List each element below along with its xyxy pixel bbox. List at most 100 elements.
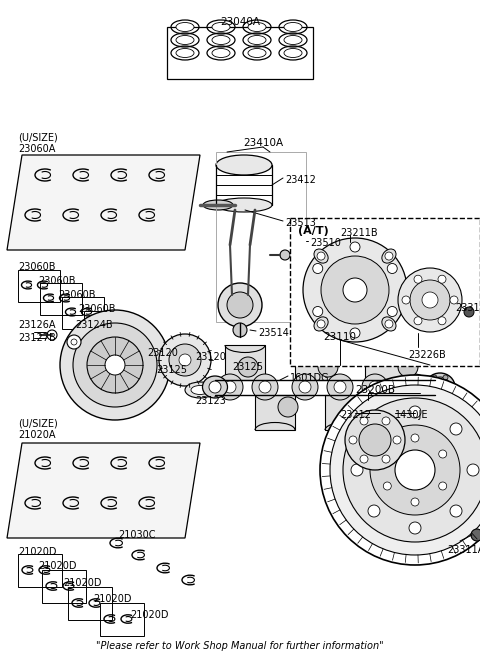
Circle shape — [450, 296, 458, 304]
Bar — [18, 270, 60, 302]
Circle shape — [227, 292, 253, 318]
Text: 23120: 23120 — [147, 348, 178, 358]
Circle shape — [409, 381, 421, 393]
Text: 23311B: 23311B — [455, 303, 480, 313]
Text: 23126A: 23126A — [18, 320, 56, 330]
Text: 23211B: 23211B — [340, 228, 378, 238]
Circle shape — [439, 482, 447, 490]
Bar — [68, 587, 112, 620]
Ellipse shape — [248, 48, 266, 58]
Circle shape — [327, 374, 353, 400]
Ellipse shape — [191, 386, 209, 394]
Ellipse shape — [284, 48, 302, 58]
Circle shape — [450, 423, 462, 435]
Text: 23060B: 23060B — [78, 304, 116, 314]
Circle shape — [47, 330, 57, 340]
Circle shape — [411, 498, 419, 506]
Text: 23040A: 23040A — [220, 17, 260, 27]
Text: 23125: 23125 — [232, 362, 263, 372]
Text: 23060B: 23060B — [38, 276, 75, 286]
Circle shape — [464, 307, 474, 317]
Ellipse shape — [176, 48, 194, 58]
Text: 23123: 23123 — [195, 396, 226, 406]
Circle shape — [320, 375, 480, 565]
Circle shape — [438, 275, 446, 283]
Circle shape — [422, 292, 438, 308]
Bar — [167, 27, 313, 79]
Text: 23410A: 23410A — [243, 138, 283, 148]
Bar — [395, 395, 435, 430]
Text: 23120: 23120 — [195, 352, 226, 362]
Circle shape — [402, 374, 428, 400]
Circle shape — [278, 397, 298, 417]
Circle shape — [233, 323, 247, 337]
Text: 23060B: 23060B — [18, 262, 56, 272]
Ellipse shape — [185, 382, 215, 398]
Circle shape — [385, 320, 393, 328]
Bar — [216, 152, 306, 322]
Circle shape — [438, 317, 446, 325]
Circle shape — [370, 425, 460, 515]
Circle shape — [360, 417, 368, 425]
Ellipse shape — [248, 22, 266, 31]
Text: 23513: 23513 — [285, 218, 316, 228]
Circle shape — [439, 450, 447, 458]
Circle shape — [73, 323, 157, 407]
Circle shape — [409, 406, 421, 418]
Circle shape — [432, 375, 437, 380]
Circle shape — [382, 417, 390, 425]
Bar — [18, 554, 62, 587]
Text: 21020D: 21020D — [93, 594, 132, 604]
Circle shape — [218, 283, 262, 327]
Circle shape — [450, 505, 462, 517]
Bar — [365, 345, 405, 380]
Text: 23127B: 23127B — [18, 333, 56, 343]
Bar — [100, 603, 144, 636]
Circle shape — [343, 398, 480, 542]
Ellipse shape — [216, 155, 272, 175]
Circle shape — [467, 464, 479, 476]
Bar — [42, 570, 86, 603]
Circle shape — [359, 424, 391, 456]
Circle shape — [224, 381, 236, 393]
Circle shape — [318, 357, 338, 377]
Text: 23200B: 23200B — [355, 385, 395, 395]
Text: "Please refer to Work Shop Manual for further information": "Please refer to Work Shop Manual for fu… — [96, 641, 384, 651]
Text: 23412: 23412 — [285, 175, 316, 185]
Text: 23226B: 23226B — [408, 350, 446, 360]
Circle shape — [209, 381, 221, 393]
Bar — [325, 395, 365, 430]
Circle shape — [292, 374, 318, 400]
Circle shape — [280, 250, 290, 260]
Circle shape — [238, 357, 258, 377]
Circle shape — [398, 357, 418, 377]
Circle shape — [105, 355, 125, 375]
Ellipse shape — [284, 35, 302, 45]
Circle shape — [427, 384, 432, 390]
Circle shape — [217, 374, 243, 400]
Circle shape — [334, 381, 346, 393]
Circle shape — [411, 434, 419, 442]
Circle shape — [313, 307, 323, 316]
Circle shape — [159, 334, 211, 386]
Polygon shape — [7, 443, 200, 538]
Circle shape — [303, 238, 407, 342]
Ellipse shape — [176, 35, 194, 45]
Circle shape — [179, 354, 191, 366]
Text: 1601DG: 1601DG — [290, 373, 330, 383]
Circle shape — [432, 394, 437, 399]
Circle shape — [448, 384, 454, 390]
Circle shape — [252, 374, 278, 400]
Text: 23125: 23125 — [156, 365, 187, 375]
Circle shape — [414, 317, 422, 325]
Text: 23212: 23212 — [340, 410, 371, 420]
Ellipse shape — [425, 373, 455, 401]
Text: 21020D: 21020D — [18, 547, 57, 557]
Circle shape — [345, 410, 405, 470]
Text: 21020D: 21020D — [38, 561, 76, 571]
Circle shape — [402, 296, 410, 304]
Circle shape — [398, 268, 462, 332]
Ellipse shape — [248, 35, 266, 45]
Bar — [40, 283, 82, 315]
Text: 21030C: 21030C — [118, 530, 156, 540]
